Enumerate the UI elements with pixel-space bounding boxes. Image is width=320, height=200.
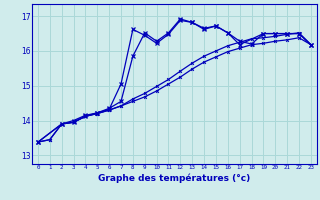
X-axis label: Graphe des températures (°c): Graphe des températures (°c) [98,173,251,183]
